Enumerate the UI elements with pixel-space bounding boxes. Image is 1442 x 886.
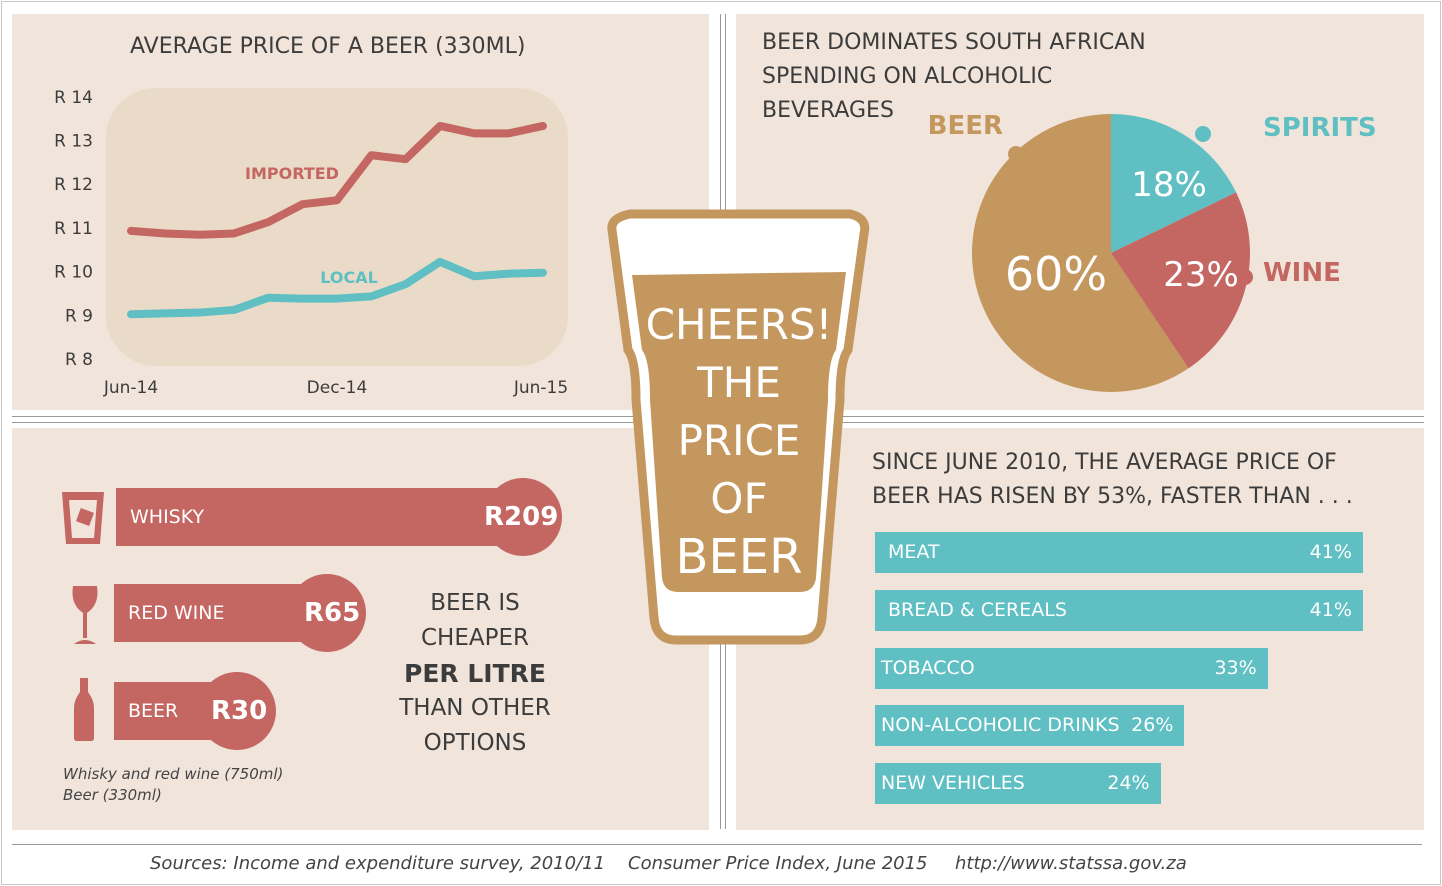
series-line-local	[127, 257, 547, 319]
pie-category-label: WINE	[1263, 258, 1341, 288]
beer-glass-icon	[607, 209, 870, 645]
series-label-local: LOCAL	[320, 268, 378, 287]
bar-non-alcoholic-drinks: NON-ALCOHOLIC DRINKS 26%	[875, 705, 1185, 747]
source-url[interactable]: http://www.statssa.gov.za	[955, 853, 1187, 874]
bar-whisky: WHISKY R209	[116, 478, 562, 556]
pie-slice-spirits	[1111, 114, 1237, 253]
footer-divider	[12, 844, 1422, 845]
pie-chart: 18% SPIRITS 23% WINE 60% BEER	[928, 111, 1377, 392]
glass-line: THE	[697, 358, 781, 407]
glass-text: CHEERS! THE PRICE OF BEER	[640, 296, 838, 586]
pie-title-line: SPENDING ON ALCOHOLIC	[762, 64, 1053, 89]
whisky-glass-icon	[62, 492, 104, 544]
bar-beer: BEER R30	[114, 672, 276, 750]
bar-new-vehicles: NEW VEHICLES 24%	[875, 763, 1161, 805]
bar-label: NEW VEHICLES	[881, 772, 1025, 795]
size-note: Whisky and red wine (750ml) Beer (330ml)	[63, 764, 283, 806]
bar-label: TOBACCO	[881, 656, 975, 679]
note-line: Whisky and red wine (750ml)	[63, 765, 284, 783]
source-survey: Sources: Income and expenditure survey, …	[150, 853, 606, 874]
y-tick-label: R 12	[54, 175, 93, 195]
beer-bottle-icon	[74, 678, 94, 741]
glass-line: OF	[710, 474, 768, 523]
y-tick-label: R 13	[54, 132, 93, 152]
bar-value: 41%	[1309, 598, 1352, 621]
wine-glass-icon	[72, 586, 98, 644]
plot-area	[106, 88, 568, 366]
cheaper-line-bold: PER LITRE	[404, 659, 546, 688]
pie-value-label: 60%	[1005, 247, 1107, 301]
rise-title-line: SINCE JUNE 2010, THE AVERAGE PRICE OF	[872, 450, 1337, 475]
bar-value: R209	[484, 502, 559, 532]
pie-slice-beer	[972, 114, 1189, 392]
bar-red-wine: RED WINE R65	[114, 574, 366, 652]
y-tick-label: R 11	[54, 219, 93, 239]
glass-line: CHEERS!	[645, 300, 833, 349]
x-tick-label: Jun-15	[513, 378, 568, 398]
cheaper-line: CHEAPER	[420, 625, 529, 651]
cheaper-line: THAN OTHER	[399, 695, 551, 721]
pie-connector-dot	[1237, 269, 1253, 285]
bar-value: 24%	[1107, 772, 1150, 795]
note-line: Beer (330ml)	[63, 786, 162, 804]
cheaper-line: OPTIONS	[423, 730, 527, 756]
y-tick-label: R 10	[54, 263, 93, 283]
bar-bread-cereals: BREAD & CEREALS 41%	[875, 589, 1363, 631]
bar-label: BEER	[128, 700, 179, 722]
pie-connector-dot	[1195, 126, 1211, 142]
pie-title: BEER DOMINATES SOUTH AFRICAN SPENDING ON…	[762, 26, 1146, 128]
glass-line: PRICE	[677, 416, 801, 465]
pie-title-line: BEER DOMINATES SOUTH AFRICAN	[762, 30, 1146, 55]
bar-value: R65	[304, 598, 361, 628]
series-line-imported	[127, 121, 547, 239]
series-label-imported: IMPORTED	[245, 164, 339, 183]
pie-connector-dot	[1008, 146, 1024, 162]
bar-tobacco: TOBACCO 33%	[875, 647, 1268, 689]
pie-title-line: BEVERAGES	[762, 98, 894, 123]
y-tick-label: R 14	[54, 88, 93, 108]
source-cpi: Consumer Price Index, June 2015	[628, 853, 928, 874]
pie-value-label: 23%	[1163, 255, 1239, 295]
line-chart-title: AVERAGE PRICE OF A BEER (330ML)	[130, 34, 526, 59]
pie-category-label: BEER	[928, 111, 1003, 141]
bar-label: RED WINE	[128, 602, 225, 624]
cheaper-line: BEER IS	[430, 590, 520, 616]
bar-meat: MEAT 41%	[875, 532, 1363, 573]
line-chart: R 8 R 9 R 10 R 11 R 12 R 13 R 14 Jun-14 Dec-14 Ju…	[54, 88, 568, 398]
bar-label: NON-ALCOHOLIC DRINKS	[881, 714, 1120, 737]
y-tick-label: R 9	[65, 306, 93, 326]
rise-title: SINCE JUNE 2010, THE AVERAGE PRICE OF BE…	[872, 446, 1353, 514]
bar-label: WHISKY	[130, 506, 205, 528]
pie-category-label: SPIRITS	[1263, 113, 1377, 143]
x-tick-label: Dec-14	[307, 378, 368, 398]
x-tick-label: Jun-14	[103, 378, 158, 398]
pie-slice-wine	[1111, 192, 1250, 369]
bar-value: 26%	[1131, 714, 1174, 737]
bar-label: MEAT	[888, 541, 940, 563]
y-tick-label: R 8	[65, 350, 93, 370]
cheaper-statement: BEER IS CHEAPER PER LITRE THAN OTHER OPT…	[390, 586, 560, 761]
bar-value: R30	[211, 696, 268, 726]
bar-value: 41%	[1309, 541, 1352, 563]
bar-value: 33%	[1214, 656, 1257, 679]
bar-label: BREAD & CEREALS	[888, 598, 1067, 621]
glass-line: BEER	[675, 529, 803, 585]
rise-title-line: BEER HAS RISEN BY 53%, FASTER THAN . . .	[872, 484, 1353, 509]
pie-value-label: 18%	[1131, 165, 1207, 205]
